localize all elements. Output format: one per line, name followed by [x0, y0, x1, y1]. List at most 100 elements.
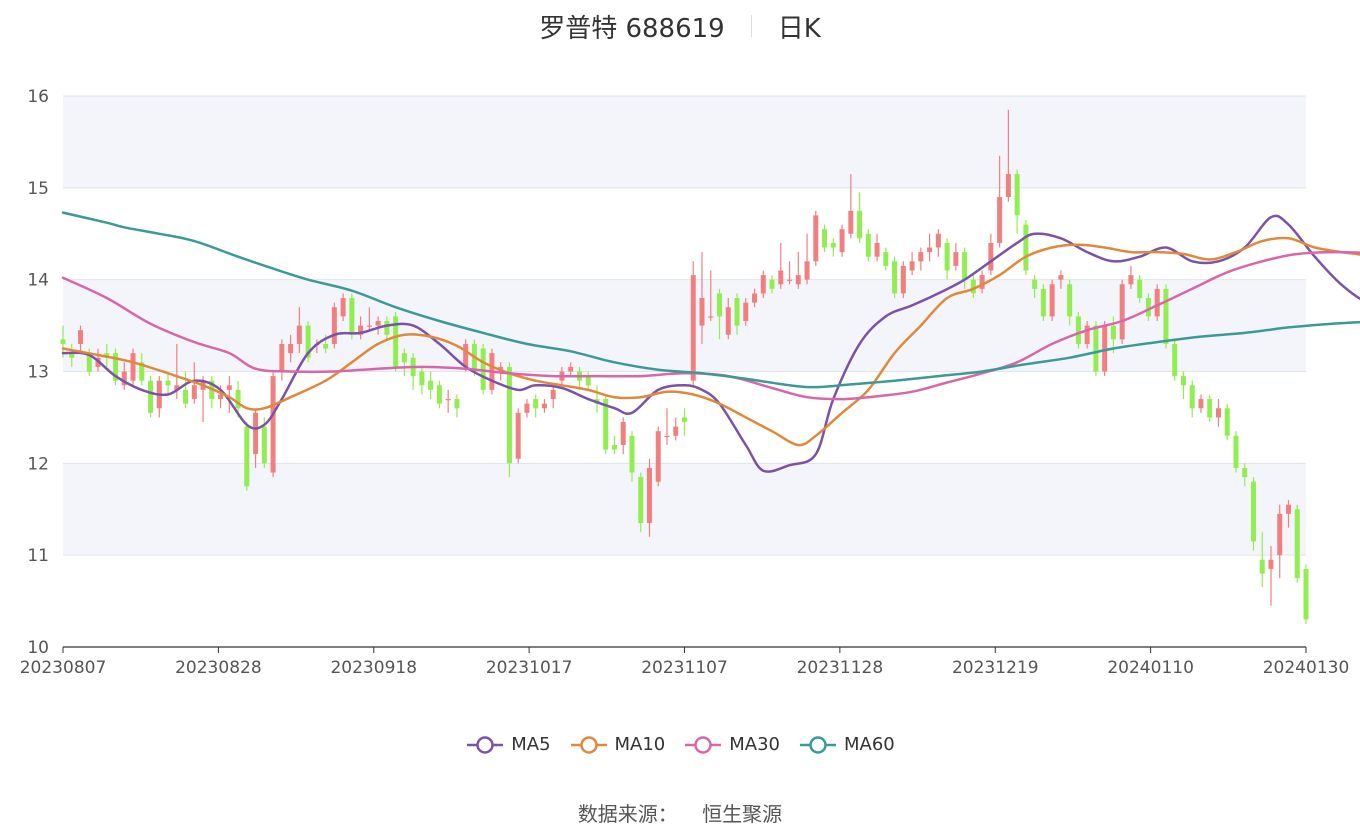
- candle: [139, 353, 145, 386]
- candle-body: [646, 467, 652, 524]
- candle-body: [174, 385, 180, 390]
- candle-body: [1303, 568, 1309, 620]
- candle-body: [655, 431, 661, 482]
- candle-body: [148, 380, 154, 413]
- candle: [865, 229, 871, 262]
- candle: [900, 261, 906, 299]
- candle-body: [848, 210, 854, 234]
- candle: [944, 238, 950, 280]
- candle-body: [366, 325, 372, 327]
- candle-body: [699, 298, 705, 326]
- x-tick-label: 20231107: [641, 658, 728, 678]
- candle-body: [664, 435, 670, 437]
- candle-body: [349, 298, 355, 335]
- title-separator: [750, 15, 752, 37]
- candle: [130, 348, 136, 386]
- candle: [410, 353, 416, 390]
- candle: [997, 155, 1003, 248]
- candle: [358, 316, 364, 340]
- candle-body: [892, 261, 898, 294]
- legend-marker: [570, 735, 607, 754]
- candle-body: [384, 320, 390, 335]
- candle: [156, 376, 162, 418]
- candle-body: [279, 343, 285, 372]
- candle-body: [139, 362, 145, 381]
- candle-body: [708, 316, 714, 318]
- candle: [1172, 339, 1178, 381]
- candle: [752, 288, 758, 308]
- candle-body: [1102, 325, 1108, 372]
- candle: [664, 408, 670, 445]
- candle: [830, 238, 836, 257]
- candle-body: [1137, 279, 1143, 299]
- candle-body: [909, 261, 915, 271]
- candle: [506, 362, 512, 478]
- candle-body: [358, 325, 364, 335]
- candle: [244, 422, 250, 491]
- chart-title: 罗普特 688619 日K: [0, 6, 1360, 46]
- candle: [1180, 371, 1186, 400]
- candle: [1154, 284, 1160, 321]
- candle: [445, 389, 451, 413]
- candle-body: [585, 376, 591, 386]
- candle-body: [86, 353, 92, 372]
- candle-body: [419, 371, 425, 386]
- candle-body: [1049, 284, 1055, 317]
- candle-body: [804, 261, 810, 280]
- legend-item-ma5[interactable]: MA5: [465, 734, 551, 755]
- series-line-ma60: [61, 211, 1360, 389]
- candle-body: [1285, 504, 1291, 514]
- legend-item-ma60[interactable]: MA60: [798, 734, 895, 755]
- candle: [874, 233, 880, 262]
- candle-body: [78, 330, 84, 344]
- candle-body: [69, 353, 75, 358]
- data-source: 数据来源： 恒生聚源: [0, 798, 1360, 827]
- candle-body: [165, 380, 171, 386]
- candle-body: [1233, 435, 1239, 468]
- candle: [646, 458, 652, 537]
- candle: [235, 380, 241, 418]
- candle-body: [944, 242, 950, 271]
- candle-body: [682, 417, 687, 423]
- candle: [760, 270, 766, 299]
- candle-body: [436, 385, 442, 404]
- candle-body: [988, 242, 994, 271]
- legend-label: MA10: [614, 734, 666, 755]
- candle: [524, 399, 530, 418]
- candle-body: [1259, 559, 1265, 574]
- y-tick-label: 12: [27, 454, 49, 474]
- candle-body: [979, 275, 985, 289]
- candle: [183, 371, 189, 409]
- legend-item-ma10[interactable]: MA10: [569, 734, 666, 755]
- candle: [638, 472, 644, 533]
- candle-body: [1110, 325, 1116, 340]
- candle-body: [1294, 509, 1300, 579]
- candle-body: [918, 252, 924, 262]
- candle: [113, 348, 119, 386]
- candle: [200, 376, 206, 423]
- candle: [1277, 504, 1283, 579]
- candle-body: [690, 275, 696, 381]
- candle-body: [822, 229, 828, 248]
- candle-body: [226, 385, 232, 390]
- candle-body: [506, 366, 512, 464]
- legend-item-ma30[interactable]: MA30: [683, 734, 780, 755]
- candle: [515, 408, 521, 464]
- candle: [296, 307, 302, 354]
- candle: [253, 408, 259, 468]
- candle-body: [830, 242, 836, 248]
- band: [63, 96, 1306, 188]
- candle: [918, 247, 924, 271]
- y-tick-label: 13: [27, 363, 49, 383]
- candle-body: [393, 316, 399, 367]
- candle: [165, 371, 171, 395]
- candle: [673, 417, 679, 441]
- candle-body: [1058, 275, 1064, 280]
- x-tick-label: 20230828: [175, 658, 262, 678]
- candle-body: [270, 376, 276, 473]
- candle: [1040, 284, 1046, 321]
- candle: [375, 316, 381, 335]
- candle: [1137, 275, 1143, 303]
- candle-body: [962, 252, 968, 280]
